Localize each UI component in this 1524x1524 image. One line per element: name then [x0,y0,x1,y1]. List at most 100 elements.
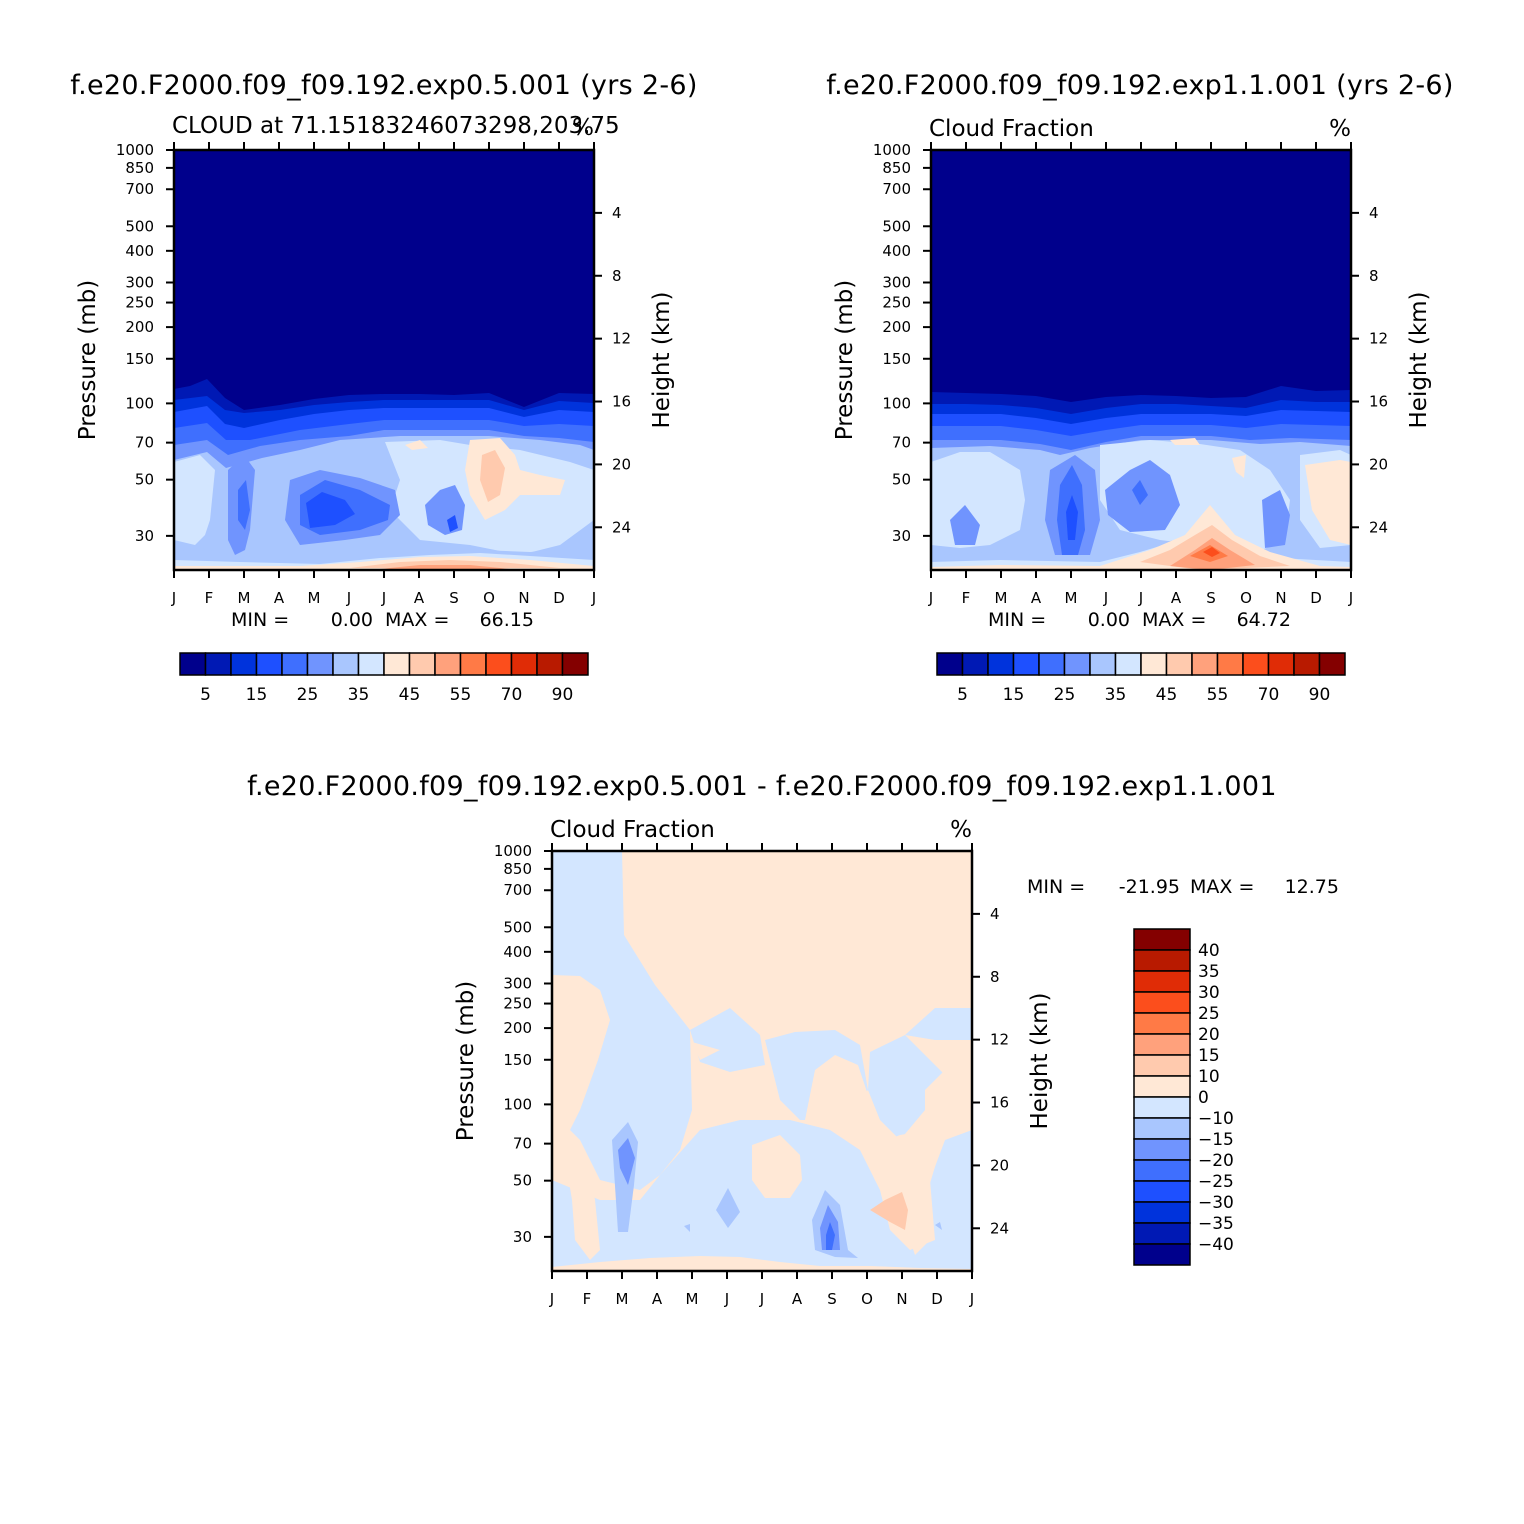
panel-bottom-difference: f.e20.F2000.f09_f09.192.exp0.5.001 - f.e… [247,771,1339,1308]
colorbar: 5 15 25 35 45 55 70 90 [179,652,589,705]
colorbar-label: 35 [1105,685,1127,705]
x-tick-label: D [931,1290,943,1308]
y-tick-label: 200 [125,318,154,336]
colorbar-label: −25 [1198,1172,1234,1192]
x-tick-label: J [591,589,596,607]
colorbar-label: 35 [348,685,370,705]
x-tick-label: J [928,589,933,607]
colorbar-swatch [1133,1012,1191,1035]
y-tick-label: 400 [882,242,911,260]
panel-top-left: f.e20.F2000.f09_f09.192.exp0.5.001 (yrs … [70,70,697,705]
min-value: -21.95 [1119,876,1180,898]
x-tick-label: M [686,1290,699,1308]
y-tick-label: 70 [513,1135,532,1153]
min-label: MIN = [231,609,289,631]
y-tick-label: 300 [882,273,911,291]
colorbar-swatch [1063,652,1091,676]
colorbar-label: 40 [1198,941,1220,961]
y-tick-label: 250 [125,294,154,312]
colorbar-swatch [961,652,989,676]
colorbar-swatch [434,652,462,676]
colorbar-label: −40 [1198,1235,1234,1255]
y-tick-label: 50 [892,471,911,489]
y-tick-label: 850 [125,159,154,177]
colorbar-swatch [1133,970,1191,993]
colorbar-label: 90 [1309,685,1331,705]
min-label: MIN = [988,609,1046,631]
colorbar-swatch [1133,1138,1191,1161]
y-tick-label: 400 [125,242,154,260]
y-tick-label-right: 12 [1369,330,1388,348]
x-tick-label: M [238,589,251,607]
x-tick-label: N [896,1290,907,1308]
colorbar-swatch [1133,1180,1191,1203]
axes-frame: J F M A M J J A S O N D J 30 50 70 100 150 200 250 300 400 500… [873,141,1388,607]
colorbar-label: 25 [1198,1004,1220,1024]
colorbar-swatch [1267,652,1295,676]
y-tick-label-right: 12 [990,1031,1009,1049]
y-tick-label: 200 [503,1019,532,1037]
colorbar-label: −30 [1198,1193,1234,1213]
y-tick-label-right: 4 [1369,204,1379,222]
colorbar-label: 5 [957,685,968,705]
x-tick-label: J [171,589,176,607]
x-tick-label: A [1031,589,1042,607]
colorbar-swatch [1133,991,1191,1014]
min-value: 0.00 [331,609,373,631]
colorbar-swatch [357,652,385,676]
panel-subtitle: Cloud Fraction [550,817,715,843]
colorbar-swatch [1133,1075,1191,1098]
x-tick-label: S [1206,589,1216,607]
y-tick-label: 70 [892,434,911,452]
x-tick-label: D [553,589,565,607]
colorbar-swatch [1133,1096,1191,1119]
colorbar-label: 45 [1156,685,1178,705]
x-tick-label: S [827,1290,837,1308]
y-tick-label-right: 20 [990,1156,1009,1174]
x-tick-label: N [1275,589,1286,607]
colorbar-swatch [510,652,538,676]
colorbar-swatch [179,652,207,676]
y-tick-label-right: 24 [990,1219,1009,1237]
colorbar-swatch [1089,652,1117,676]
colorbar-label: 10 [1198,1067,1220,1087]
x-tick-label: J [381,589,386,607]
x-tick-label: O [1240,589,1252,607]
colorbar-swatch [1293,652,1321,676]
case-title: f.e20.F2000.f09_f09.192.exp0.5.001 (yrs … [70,70,697,101]
colorbar-swatch [536,652,564,676]
y-tick-label-right: 20 [1369,455,1388,473]
contour-field [931,150,1351,570]
colorbar-swatch [281,652,309,676]
colorbar-swatch [383,652,411,676]
max-label: MAX = [1190,876,1254,898]
panel-top-right: f.e20.F2000.f09_f09.192.exp1.1.001 (yrs … [826,70,1453,705]
y-tick-label-right: 4 [612,204,622,222]
y-tick-label-right: 24 [1369,518,1388,536]
y-tick-label: 850 [503,860,532,878]
colorbar-swatch [255,652,283,676]
colorbar-swatch [332,652,360,676]
max-value: 64.72 [1237,609,1291,631]
y-tick-label: 100 [125,394,154,412]
colorbar-swatch [1133,1222,1191,1245]
colorbar-swatch [459,652,487,676]
colorbar-label: 90 [552,685,574,705]
colorbar-swatch [1133,1243,1191,1266]
colorbar-label: −15 [1198,1130,1234,1150]
colorbar-swatch [1133,928,1191,951]
y-tick-label: 850 [882,159,911,177]
y-tick-label: 250 [503,995,532,1013]
colorbar-label: 70 [1258,685,1280,705]
x-tick-label: F [583,1290,592,1308]
colorbar-swatch [1012,652,1040,676]
y-tick-label: 150 [125,350,154,368]
colorbar-label: 20 [1198,1025,1220,1045]
x-tick-label: J [1138,589,1143,607]
y-tick-label-right: 16 [1369,393,1388,411]
colorbar-label: 45 [399,685,421,705]
colorbar-label: −35 [1198,1214,1234,1234]
x-tick-label: A [414,589,425,607]
y-tick-label: 1000 [494,842,532,860]
colorbar-swatch [1114,652,1142,676]
